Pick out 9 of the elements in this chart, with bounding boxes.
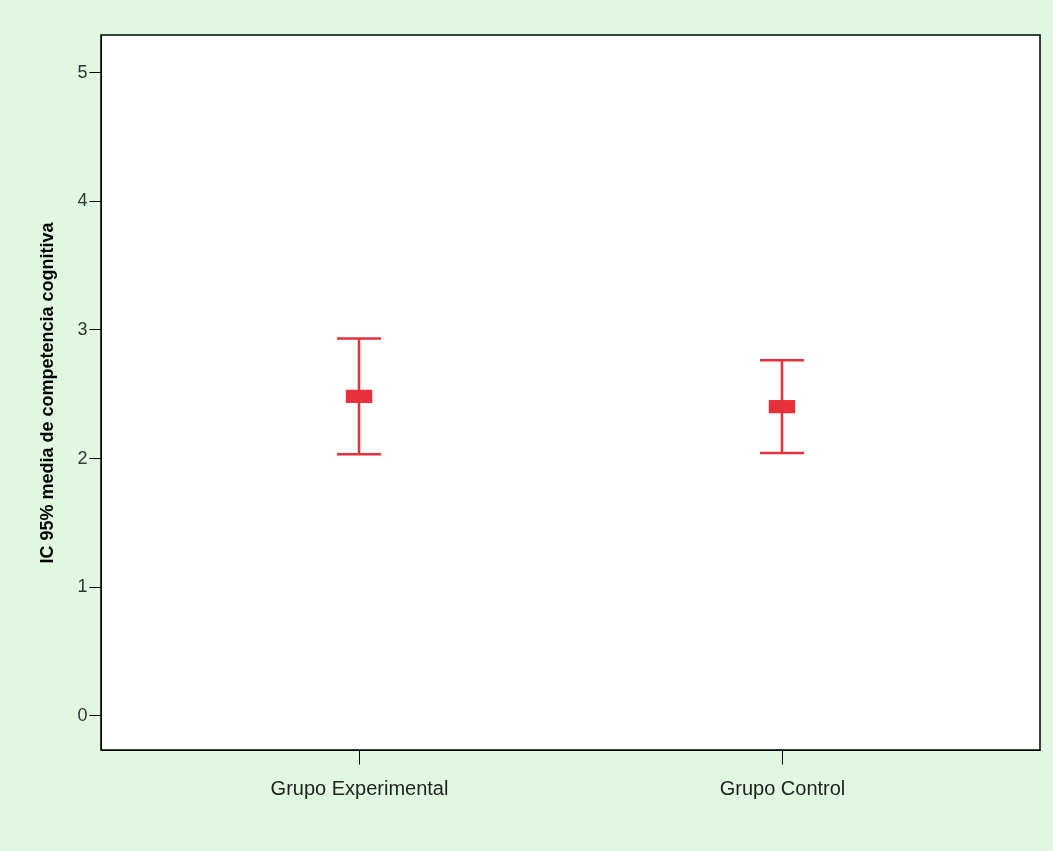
y-tick-label: 5	[77, 61, 88, 82]
x-tick-label: Grupo Control	[719, 776, 846, 799]
x-tick-label: Grupo Experimental	[270, 776, 449, 799]
y-tick-label: 0	[77, 704, 88, 725]
y-tick-label: 1	[77, 576, 88, 597]
y-tick-label: 2	[77, 447, 88, 468]
y-axis-title: IC 95% media de competencia cognitiva	[37, 221, 58, 564]
y-tick-label: 3	[77, 318, 88, 339]
y-tick-label: 4	[77, 190, 88, 211]
